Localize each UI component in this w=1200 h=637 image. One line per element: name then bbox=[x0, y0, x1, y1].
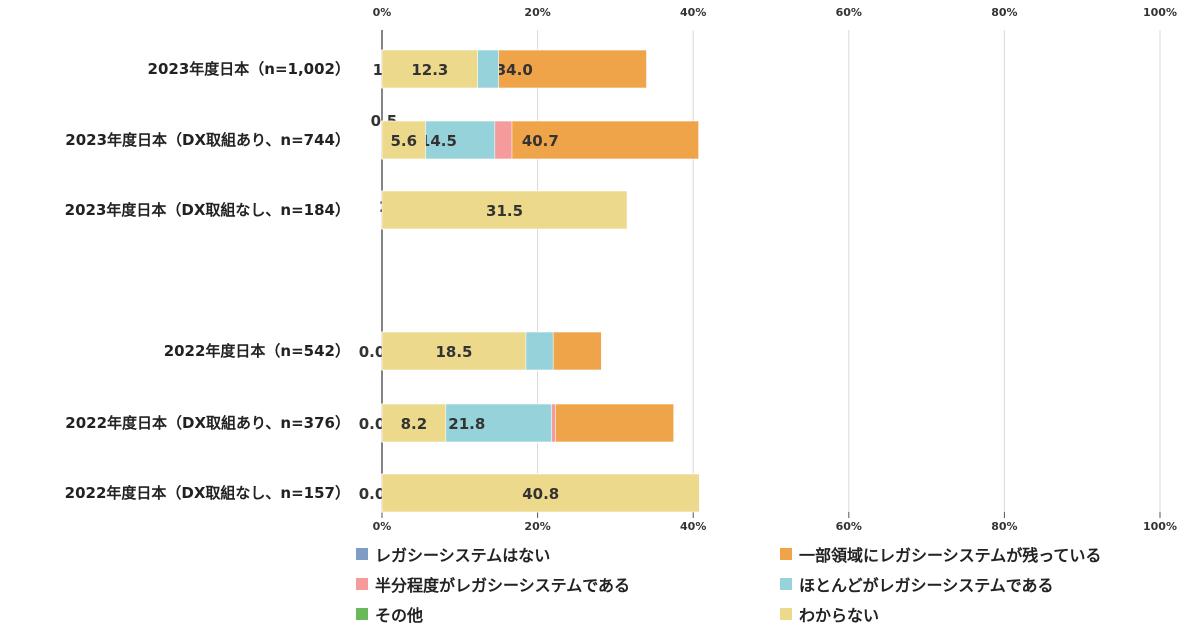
data-label: 0.0 bbox=[359, 415, 386, 433]
legend-item: 一部領域にレガシーシステムが残っている bbox=[780, 542, 1101, 566]
legend-item: わからない bbox=[780, 602, 879, 626]
legend-swatch bbox=[356, 548, 368, 560]
x-tick-label-bottom: 0% bbox=[373, 520, 392, 533]
x-tick-label: 40% bbox=[680, 6, 706, 19]
legend-item: ほとんどがレガシーシステムである bbox=[780, 572, 1054, 596]
category-label: 2023年度日本（DX取組あり、n=744） bbox=[65, 131, 350, 149]
legend-label: わからない bbox=[799, 602, 879, 626]
x-tick-label: 60% bbox=[836, 6, 862, 19]
x-tick-label: 100% bbox=[1143, 6, 1177, 19]
legend-label: レガシーシステムはない bbox=[375, 542, 550, 566]
legend-label: ほとんどがレガシーシステムである bbox=[799, 572, 1054, 596]
legend-swatch bbox=[780, 578, 792, 590]
data-label: 40.8 bbox=[522, 485, 559, 503]
category-label: 2023年度日本（n=1,002） bbox=[148, 60, 350, 78]
data-label: 40.7 bbox=[522, 132, 559, 150]
data-label: 12.3 bbox=[411, 61, 448, 79]
data-label: 8.2 bbox=[401, 415, 428, 433]
x-tick-label-bottom: 100% bbox=[1143, 520, 1177, 533]
legend-label: 半分程度がレガシーシステムである bbox=[375, 572, 630, 596]
x-tick-label-bottom: 40% bbox=[680, 520, 706, 533]
legend-swatch bbox=[356, 578, 368, 590]
category-label: 2022年度日本（n=542） bbox=[164, 342, 350, 360]
x-tick-label: 20% bbox=[524, 6, 550, 19]
data-label: 0.0 bbox=[359, 485, 386, 503]
x-tick-label-bottom: 20% bbox=[524, 520, 550, 533]
legend-swatch bbox=[780, 548, 792, 560]
data-label: 31.5 bbox=[486, 202, 523, 220]
legend-item: レガシーシステムはない bbox=[356, 542, 550, 566]
category-label: 2023年度日本（DX取組なし、n=184） bbox=[65, 201, 350, 219]
legend-swatch bbox=[780, 608, 792, 620]
category-label: 2022年度日本（DX取組なし、n=157） bbox=[65, 484, 350, 502]
data-label: 5.6 bbox=[390, 132, 417, 150]
x-tick-label-bottom: 60% bbox=[836, 520, 862, 533]
stacked-bar-chart: 0% 0% 20% 20% 40% 40% 60% 60% 80% 80% 100% 100% 2023… bbox=[0, 0, 1200, 540]
legend-item: 半分程度がレガシーシステムである bbox=[356, 572, 630, 596]
x-tick-label: 80% bbox=[991, 6, 1017, 19]
legend-swatch bbox=[356, 608, 368, 620]
x-tick-label: 0% bbox=[373, 6, 392, 19]
legend-label: その他 bbox=[375, 602, 423, 626]
legend-label: 一部領域にレガシーシステムが残っている bbox=[799, 542, 1101, 566]
data-label: 34.0 bbox=[496, 61, 533, 79]
x-tick-label-bottom: 80% bbox=[991, 520, 1017, 533]
category-label: 2022年度日本（DX取組あり、n=376） bbox=[65, 414, 350, 432]
data-label: 0.0 bbox=[359, 343, 386, 361]
data-label: 21.8 bbox=[448, 415, 485, 433]
legend-item: その他 bbox=[356, 602, 423, 626]
data-label: 18.5 bbox=[435, 343, 472, 361]
